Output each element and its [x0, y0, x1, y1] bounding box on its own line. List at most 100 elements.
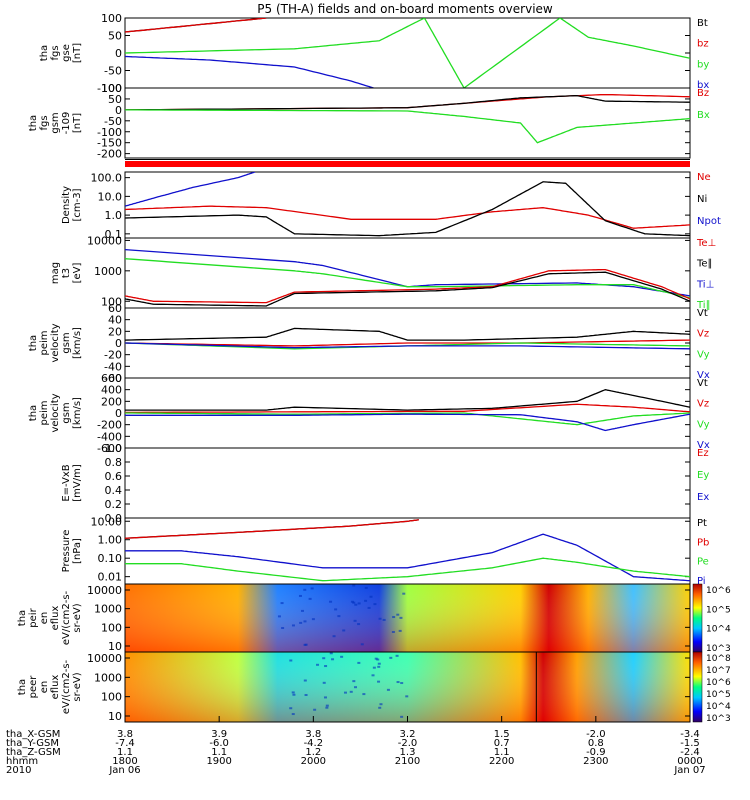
- y-tick-label: 10000: [87, 234, 122, 247]
- legend-entry: Ne: [697, 172, 711, 183]
- y-tick-label: 0.8: [105, 456, 123, 469]
- spectrogram-noise: [377, 666, 380, 668]
- series-Vx: [125, 414, 690, 430]
- spectrogram-noise: [305, 644, 308, 646]
- series-Bx: [125, 110, 690, 143]
- y-axis-label: sr-eV): [72, 603, 83, 632]
- spectrogram-noise: [364, 600, 367, 602]
- spectrogram-noise: [400, 682, 403, 684]
- spectrogram-noise: [389, 657, 392, 659]
- panels-group: 100500-50-100tha fgs gse [nT]Btbzbybx100500…: [17, 12, 731, 724]
- series-Ne: [125, 206, 690, 228]
- colorbar: [693, 652, 702, 722]
- spectrogram-noise: [289, 659, 292, 661]
- spectrogram-noise: [299, 595, 302, 597]
- legend-entry: Pt: [697, 518, 707, 529]
- legend-entry: Vz: [697, 399, 709, 410]
- y-tick-label: 100: [101, 12, 122, 25]
- spectrogram-noise: [337, 615, 340, 617]
- y-axis-label: fgs: [39, 115, 50, 130]
- spectrogram-noise: [379, 618, 382, 620]
- y-axis-label: eV/(cm2-s-: [61, 590, 72, 645]
- spectrogram-noise: [333, 635, 336, 637]
- spectrogram-noise: [378, 663, 381, 665]
- figure-canvas: P5 (TH-A) fields and on-board moments ov…: [0, 0, 750, 800]
- spectrogram-noise: [326, 705, 329, 707]
- spectrogram-noise: [357, 662, 360, 664]
- panel-efield: 1.00.80.60.40.20.0 E=-VxB [mV/m] Ez Ey Ex: [61, 442, 709, 525]
- colorbar-tick-label: 10^5: [706, 690, 731, 700]
- spectrogram-noise: [370, 596, 373, 598]
- colorbar: [693, 584, 702, 652]
- legend-entry: Ni: [697, 194, 707, 205]
- spectrogram-noise: [322, 657, 325, 659]
- panel-peir_spec: 10^610^510^410^310000100010010tha peir en e…: [17, 584, 731, 654]
- spectrogram-noise: [305, 694, 308, 696]
- y-tick-label: 10.0: [98, 190, 123, 203]
- spectrogram-noise: [331, 658, 334, 660]
- y-axis-label: [cm-3]: [72, 188, 83, 221]
- spectrogram-noise: [278, 615, 281, 617]
- spectrogram-noise: [373, 603, 376, 605]
- series-Bt: [125, 96, 690, 110]
- spectrogram-noise: [304, 680, 307, 682]
- y-axis-label: [nPa]: [72, 538, 83, 564]
- y-axis-label: tha: [17, 610, 28, 626]
- spectrogram-noise: [292, 691, 295, 693]
- y-axis-label: [nT]: [72, 43, 83, 63]
- legend-entry: bz: [697, 39, 709, 50]
- spectrogram-noise: [397, 681, 400, 683]
- colorbar-tick-label: 10^3: [706, 714, 731, 724]
- spectrogram-noise: [316, 664, 319, 666]
- y-axis-label: Density: [61, 186, 72, 224]
- spectrogram-noise: [396, 614, 399, 616]
- panel-frame: [125, 88, 690, 158]
- y-axis-label: tha: [28, 335, 39, 351]
- y-axis-label: velocity: [50, 393, 61, 432]
- spectrogram-noise: [292, 624, 295, 626]
- spectrogram-noise: [368, 607, 371, 609]
- y-tick-label: 1000: [94, 671, 122, 684]
- spectrogram-noise: [377, 681, 380, 683]
- series-Vt: [125, 328, 690, 340]
- spectrogram-noise: [392, 631, 395, 633]
- spectrogram-noise: [354, 686, 357, 688]
- spectrogram-noise: [281, 627, 284, 629]
- panel-peer_spec: 10^8 10^7 10^6 10^5 10^4 10^3 10000 1000 100 10 th…: [17, 652, 731, 724]
- colorbar-tick-label: 10^4: [706, 625, 731, 635]
- y-axis-label: peer: [28, 675, 39, 699]
- ephemeris-value: 2100: [395, 756, 420, 767]
- legend-entry: Bx: [697, 110, 710, 121]
- spectrogram-noise: [399, 617, 402, 619]
- y-axis-label: en: [39, 612, 50, 625]
- spectrogram-noise: [299, 622, 302, 624]
- panel-density: 100.0 10.0 1.0 0.1 Density [cm-3] Ne Ni Npot: [61, 172, 721, 241]
- legend-entry: Bt: [697, 18, 708, 29]
- y-tick-label: 0.2: [105, 498, 123, 511]
- y-axis-label: -109: [61, 112, 72, 135]
- x-axis-group: tha_X-GSM 3.8 3.9 3.8 3.2 1.5 -2.0 -3.4 tha_Y-GS…: [6, 716, 706, 776]
- y-axis-label: t3: [61, 268, 72, 278]
- spectrogram-noise: [387, 689, 390, 691]
- legend-entry: Ti⊥: [696, 279, 714, 290]
- spectrogram-noise: [400, 716, 403, 718]
- spectrogram-noise: [379, 703, 382, 705]
- spectrogram-shade: [125, 584, 690, 652]
- y-tick-label: 1.0: [105, 442, 123, 455]
- ephemeris-value: 2200: [489, 756, 514, 767]
- panel-frame: [125, 18, 690, 88]
- legend-entry: Ex: [697, 492, 709, 503]
- series-Vz: [125, 404, 690, 412]
- y-tick-label: 100: [101, 621, 122, 634]
- legend-entry: Vt: [697, 308, 708, 319]
- panel-fgs: 100500-50-100tha fgs gse [nT]Btbzbybx: [39, 12, 709, 95]
- panel-temperature: 100001000100mag t3 [eV]Te⊥Te∥Ti⊥Ti∥: [50, 234, 716, 311]
- panel-frame: [125, 448, 690, 518]
- y-axis-label: velocity: [50, 323, 61, 362]
- legend-entry: Te⊥: [696, 238, 716, 249]
- year-label: 2010: [6, 765, 31, 776]
- ephemeris-value: 2300: [583, 756, 608, 767]
- y-axis-label: tha: [28, 115, 39, 131]
- series-Pb: [125, 520, 419, 539]
- legend-entry: Te∥: [696, 259, 713, 270]
